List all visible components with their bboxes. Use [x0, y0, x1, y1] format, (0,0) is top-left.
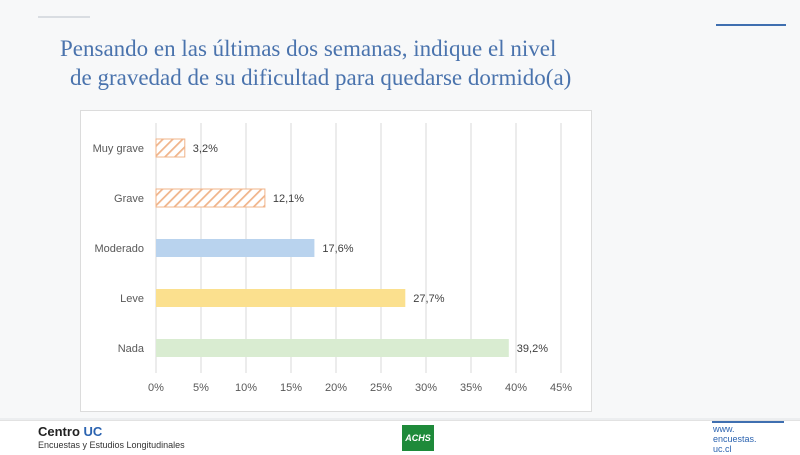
x-tick-label: 30% — [415, 382, 437, 394]
bar — [156, 339, 509, 357]
bar — [156, 239, 315, 257]
x-tick-label: 10% — [235, 382, 257, 394]
website-rule — [712, 421, 784, 423]
title-line-1: Pensando en las últimas dos semanas, ind… — [60, 36, 557, 61]
title-line-2: de gravedad de su dificultad para quedar… — [70, 65, 572, 90]
bar — [156, 289, 406, 307]
x-tick-label: 0% — [148, 382, 164, 394]
x-tick-label: 40% — [505, 382, 527, 394]
data-label: 3,2% — [193, 143, 218, 155]
footer-separator — [0, 418, 800, 420]
slide-title: Pensando en las últimas dos semanas, ind… — [60, 34, 700, 92]
bar — [155, 138, 186, 158]
x-tick-label: 5% — [193, 382, 209, 394]
x-tick-label: 25% — [370, 382, 392, 394]
achs-logo-text: ACHS — [405, 433, 431, 443]
decorative-rule-right — [716, 24, 786, 26]
footer — [0, 420, 800, 455]
brand-name-accent: UC — [83, 424, 103, 439]
bar — [155, 188, 266, 208]
category-label: Muy grave — [93, 143, 144, 155]
website-line-2: encuestas. — [713, 434, 757, 444]
chart-frame: 0% 5% 10% 15% 20% 25% 30% 35% 40% 45% Muy grave 3,2… — [80, 110, 592, 412]
decorative-rule-left — [38, 16, 90, 18]
bar-chart: 0% 5% 10% 15% 20% 25% 30% 35% 40% 45% Muy grave 3,2… — [93, 123, 572, 394]
website-link[interactable]: www. encuestas. uc.cl — [713, 424, 757, 454]
brand-name: Centro UC — [38, 424, 185, 439]
category-label: Grave — [114, 193, 144, 205]
website-line-1: www. — [713, 424, 735, 434]
brand-subtitle: Encuestas y Estudios Longitudinales — [38, 440, 185, 450]
website-line-3: uc.cl — [713, 444, 732, 454]
x-tick-label: 35% — [460, 382, 482, 394]
achs-logo: ACHS — [402, 425, 434, 451]
category-label: Moderado — [94, 243, 144, 255]
x-tick-label: 20% — [325, 382, 347, 394]
data-label: 39,2% — [517, 343, 548, 355]
data-label: 27,7% — [413, 293, 444, 305]
category-label: Nada — [118, 343, 145, 355]
x-tick-label: 45% — [550, 382, 572, 394]
brand-name-text: Centro — [38, 424, 80, 439]
x-tick-label: 15% — [280, 382, 302, 394]
brand-block: Centro UC Encuestas y Estudios Longitudi… — [38, 424, 185, 450]
category-label: Leve — [120, 293, 144, 305]
data-label: 17,6% — [322, 243, 353, 255]
data-label: 12,1% — [273, 193, 304, 205]
